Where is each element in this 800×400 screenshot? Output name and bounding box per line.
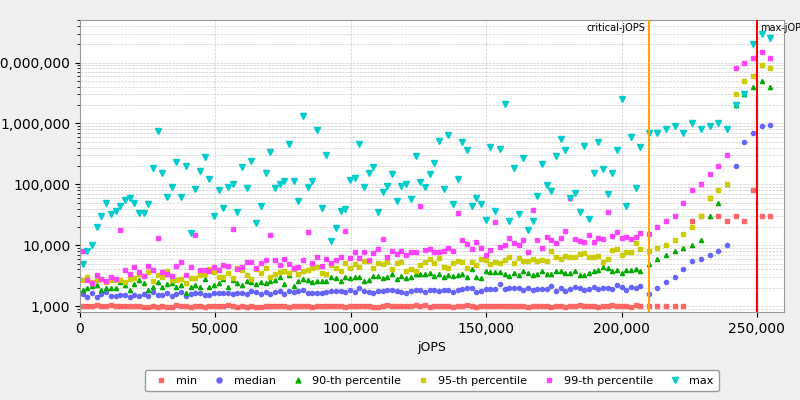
min <box>410 303 420 308</box>
90-th percentile <box>228 277 238 282</box>
99-th percentile <box>626 237 636 242</box>
95-th percentile <box>415 263 425 268</box>
min <box>533 304 542 308</box>
min <box>748 188 758 193</box>
90-th percentile <box>415 272 425 277</box>
99-th percentile <box>87 280 97 285</box>
max <box>757 31 766 36</box>
Line: 90-th percentile: 90-th percentile <box>81 79 773 295</box>
max <box>687 121 697 126</box>
max <box>766 36 775 41</box>
95-th percentile <box>766 66 775 71</box>
max <box>528 219 538 224</box>
99-th percentile <box>439 249 449 254</box>
90-th percentile <box>439 274 449 279</box>
90-th percentile <box>78 288 87 292</box>
Text: critical-jOPS: critical-jOPS <box>587 23 646 33</box>
95-th percentile <box>228 276 238 281</box>
min <box>223 303 233 308</box>
95-th percentile <box>696 214 706 218</box>
99-th percentile <box>757 50 766 54</box>
X-axis label: jOPS: jOPS <box>418 341 446 354</box>
Line: 99-th percentile: 99-th percentile <box>81 50 773 285</box>
95-th percentile <box>533 259 542 264</box>
max <box>223 185 233 190</box>
median <box>696 256 706 261</box>
min <box>766 214 775 218</box>
median <box>78 292 87 297</box>
90-th percentile <box>757 78 766 83</box>
median <box>415 288 425 293</box>
Line: median: median <box>81 123 773 299</box>
99-th percentile <box>533 237 542 242</box>
min <box>696 214 706 218</box>
median <box>626 285 636 290</box>
median <box>766 122 775 127</box>
median <box>533 287 542 292</box>
min <box>439 304 449 309</box>
Text: max-jOPS: max-jOPS <box>760 23 800 33</box>
max <box>434 139 444 144</box>
min <box>626 304 636 309</box>
99-th percentile <box>78 249 87 254</box>
Line: 95-th percentile: 95-th percentile <box>81 63 773 285</box>
95-th percentile <box>757 63 766 68</box>
max <box>622 203 631 208</box>
95-th percentile <box>78 278 87 283</box>
99-th percentile <box>415 203 425 208</box>
median <box>439 288 449 292</box>
99-th percentile <box>696 182 706 187</box>
max <box>410 154 420 159</box>
90-th percentile <box>626 268 636 273</box>
median <box>228 292 238 296</box>
95-th percentile <box>626 250 636 255</box>
Line: max: max <box>80 31 774 266</box>
99-th percentile <box>766 55 775 60</box>
99-th percentile <box>228 227 238 232</box>
95-th percentile <box>181 281 190 286</box>
max <box>78 261 87 266</box>
min <box>425 305 434 310</box>
Legend: min, median, 90-th percentile, 95-th percentile, 99-th percentile, max: min, median, 90-th percentile, 95-th per… <box>145 370 719 391</box>
Line: min: min <box>81 188 773 310</box>
90-th percentile <box>766 84 775 89</box>
min <box>78 304 87 308</box>
90-th percentile <box>181 290 190 295</box>
median <box>92 295 102 300</box>
95-th percentile <box>439 265 449 270</box>
90-th percentile <box>533 271 542 276</box>
90-th percentile <box>696 238 706 243</box>
